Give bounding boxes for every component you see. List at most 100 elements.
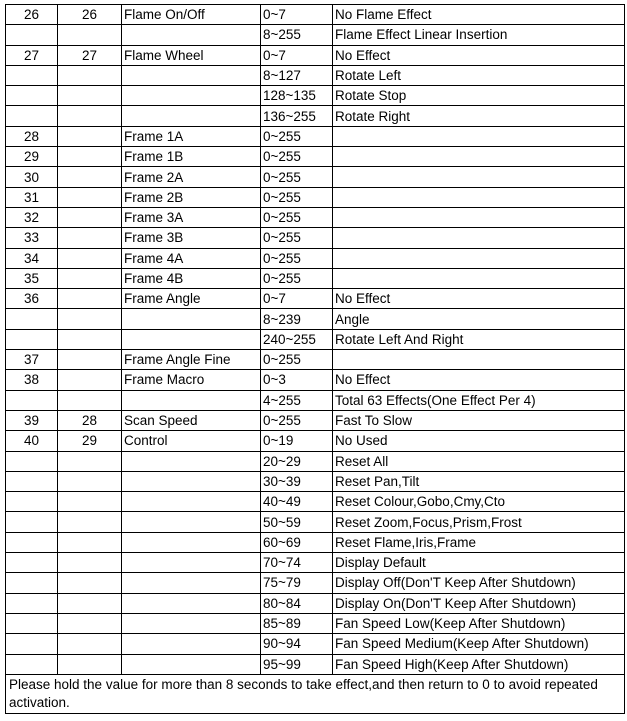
- function-cell: Flame Wheel: [121, 44, 261, 66]
- table-row: 90~94 Fan Speed Medium(Keep After Shutdow…: [5, 633, 625, 655]
- table-row: 37 Frame Angle Fine 0~255: [5, 349, 625, 371]
- note-text: Please hold the value for more than 8 se…: [5, 673, 625, 714]
- channel-number-cell: 31: [5, 186, 58, 208]
- alt-channel-number-cell: [57, 349, 122, 371]
- value-range-cell: 75~79: [260, 572, 333, 594]
- alt-channel-number-cell: [57, 105, 122, 127]
- channel-number-cell: 36: [5, 288, 58, 310]
- table-row: 30 Frame 2A 0~255: [5, 166, 625, 188]
- channel-number-cell: [5, 633, 58, 655]
- function-cell: [121, 592, 261, 614]
- channel-number-cell: [5, 491, 58, 513]
- value-range-cell: 8~239: [260, 308, 333, 330]
- table-row: 70~74 Display Default: [5, 552, 625, 574]
- value-range-cell: 8~255: [260, 24, 333, 46]
- table-row: 33 Frame 3B 0~255: [5, 227, 625, 249]
- table-row: 28 Frame 1A 0~255: [5, 125, 625, 148]
- description-cell: Fan Speed High(Keep After Shutdown): [332, 653, 625, 675]
- alt-channel-number-cell: [57, 389, 122, 411]
- function-cell: Frame Angle Fine: [121, 349, 261, 371]
- note-row: Please hold the value for more than 8 se…: [5, 673, 625, 714]
- description-cell: [332, 349, 625, 371]
- function-cell: [121, 633, 261, 655]
- description-cell: [332, 206, 625, 229]
- channel-number-cell: [5, 328, 58, 351]
- channel-number-cell: 40: [5, 430, 58, 452]
- alt-channel-number-cell: [57, 308, 122, 330]
- table-row: 27 27 Flame Wheel 0~7 No Effect: [5, 44, 625, 66]
- value-range-cell: 0~3: [260, 369, 333, 391]
- description-cell: Fast To Slow: [332, 409, 625, 432]
- value-range-cell: 85~89: [260, 612, 333, 635]
- channel-number-cell: [5, 592, 58, 614]
- table-row: 128~135 Rotate Stop: [5, 85, 625, 107]
- alt-channel-number-cell: [57, 633, 122, 655]
- value-range-cell: 0~255: [260, 349, 333, 371]
- channel-number-cell: [5, 450, 58, 472]
- alt-channel-number-cell: [57, 491, 122, 513]
- description-cell: Display On(Don'T Keep After Shutdown): [332, 592, 625, 614]
- table-row: 34 Frame 4A 0~255: [5, 247, 625, 269]
- description-cell: Reset Pan,Tilt: [332, 470, 625, 493]
- alt-channel-number-cell: [57, 125, 122, 148]
- value-range-cell: 0~255: [260, 186, 333, 208]
- function-cell: Frame 4B: [121, 267, 261, 290]
- alt-channel-number-cell: [57, 288, 122, 310]
- value-range-cell: 240~255: [260, 328, 333, 351]
- alt-channel-number-cell: [57, 511, 122, 533]
- function-cell: [121, 511, 261, 533]
- function-cell: Frame 1B: [121, 146, 261, 168]
- alt-channel-number-cell: [57, 369, 122, 391]
- function-cell: [121, 653, 261, 675]
- value-range-cell: 90~94: [260, 633, 333, 655]
- table-row: 8~239 Angle: [5, 308, 625, 330]
- description-cell: Reset Flame,Iris,Frame: [332, 531, 625, 554]
- channel-number-cell: 29: [5, 146, 58, 168]
- table-row: 75~79 Display Off(Don'T Keep After Shutdo…: [5, 572, 625, 594]
- function-cell: [121, 85, 261, 107]
- channel-number-cell: [5, 389, 58, 411]
- description-cell: [332, 267, 625, 290]
- description-cell: Display Off(Don'T Keep After Shutdown): [332, 572, 625, 594]
- function-cell: Frame 2A: [121, 166, 261, 188]
- description-cell: Rotate Left And Right: [332, 328, 625, 351]
- description-cell: Reset All: [332, 450, 625, 472]
- function-cell: [121, 328, 261, 351]
- function-cell: Frame 4A: [121, 247, 261, 269]
- channel-number-cell: [5, 24, 58, 46]
- table-row: 39 28 Scan Speed 0~255 Fast To Slow: [5, 409, 625, 432]
- channel-number-cell: 37: [5, 349, 58, 371]
- alt-channel-number-cell: [57, 328, 122, 351]
- description-cell: Reset Colour,Gobo,Cmy,Cto: [332, 491, 625, 513]
- function-cell: [121, 552, 261, 574]
- alt-channel-number-cell: [57, 592, 122, 614]
- alt-channel-number-cell: [57, 166, 122, 188]
- channel-number-cell: [5, 511, 58, 533]
- function-cell: [121, 24, 261, 46]
- value-range-cell: 70~74: [260, 552, 333, 574]
- table-row: 31 Frame 2B 0~255: [5, 186, 625, 208]
- description-cell: [332, 247, 625, 269]
- value-range-cell: 0~7: [260, 44, 333, 66]
- description-cell: No Flame Effect: [332, 3, 625, 26]
- function-cell: [121, 389, 261, 411]
- alt-channel-number-cell: [57, 267, 122, 290]
- alt-channel-number-cell: [57, 186, 122, 208]
- alt-channel-number-cell: [57, 450, 122, 472]
- alt-channel-number-cell: [57, 206, 122, 229]
- function-cell: Frame 3B: [121, 227, 261, 249]
- channel-number-cell: [5, 85, 58, 107]
- value-range-cell: 0~255: [260, 146, 333, 168]
- function-cell: Frame Macro: [121, 369, 261, 391]
- function-cell: [121, 105, 261, 127]
- description-cell: [332, 227, 625, 249]
- table-row: 38 Frame Macro 0~3 No Effect: [5, 369, 625, 391]
- value-range-cell: 0~19: [260, 430, 333, 452]
- description-cell: Display Default: [332, 552, 625, 574]
- table-row: 95~99 Fan Speed High(Keep After Shutdown): [5, 653, 625, 675]
- alt-channel-number-cell: [57, 552, 122, 574]
- value-range-cell: 0~255: [260, 409, 333, 432]
- value-range-cell: 0~255: [260, 267, 333, 290]
- alt-channel-number-cell: 26: [57, 3, 122, 26]
- value-range-cell: 50~59: [260, 511, 333, 533]
